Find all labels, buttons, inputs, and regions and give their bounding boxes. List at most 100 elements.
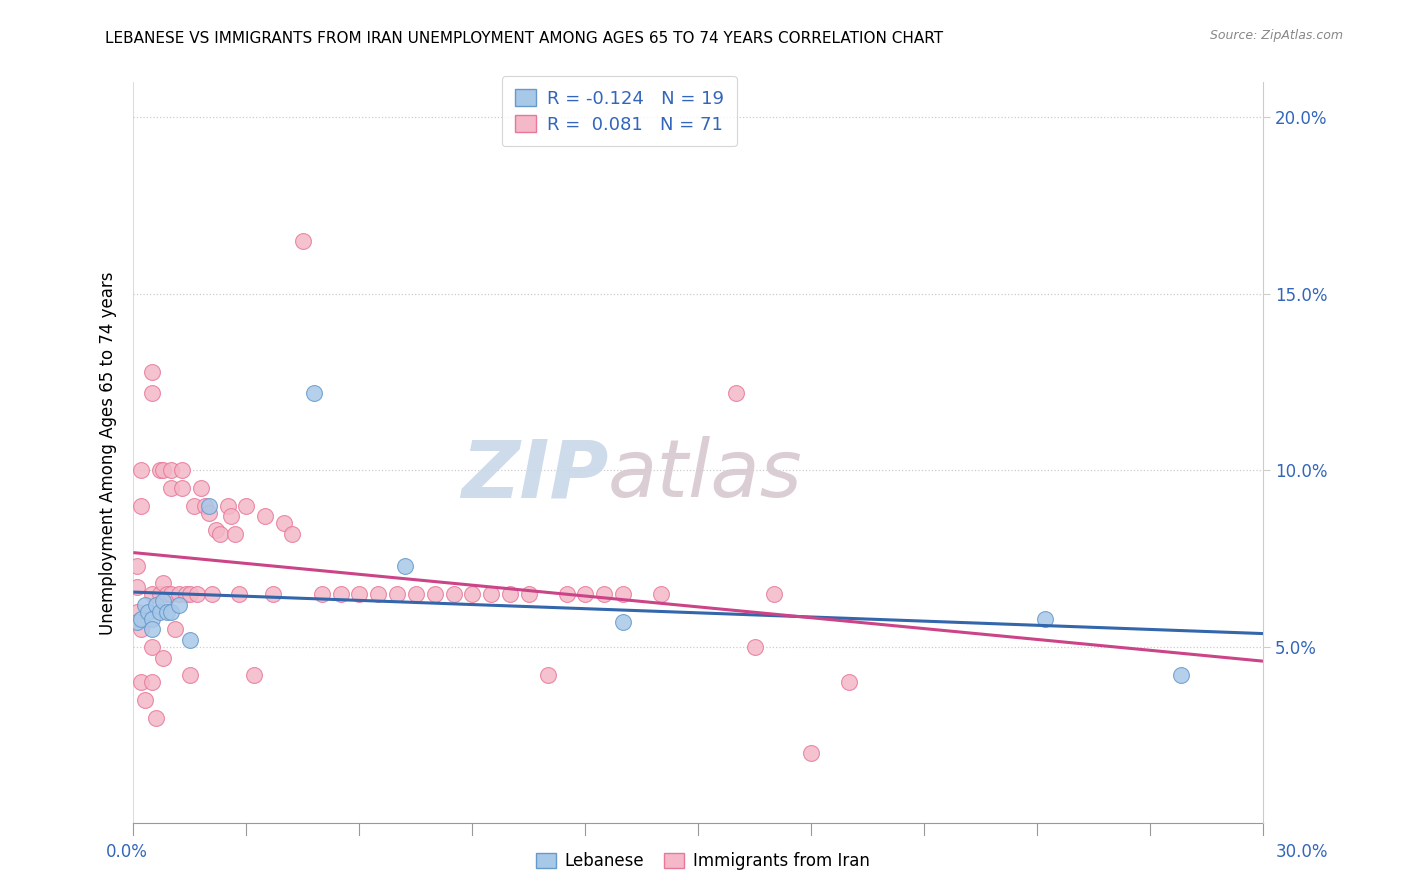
Point xyxy=(179,587,201,601)
Point xyxy=(129,623,152,637)
Point xyxy=(129,675,152,690)
Point xyxy=(612,587,634,601)
Point xyxy=(167,598,190,612)
Point xyxy=(183,499,205,513)
Point xyxy=(152,576,174,591)
Point xyxy=(443,587,465,601)
Point xyxy=(127,558,149,573)
Point xyxy=(650,587,672,601)
Point xyxy=(235,499,257,513)
Point xyxy=(141,675,163,690)
Point xyxy=(367,587,389,601)
Point xyxy=(517,587,540,601)
Point xyxy=(208,527,231,541)
Point xyxy=(129,612,152,626)
Point xyxy=(172,481,194,495)
Text: Source: ZipAtlas.com: Source: ZipAtlas.com xyxy=(1209,29,1343,42)
Point xyxy=(149,605,172,619)
Point xyxy=(205,524,228,538)
Point xyxy=(160,463,183,477)
Point xyxy=(127,615,149,630)
Point xyxy=(349,587,371,601)
Point xyxy=(160,587,183,601)
Point xyxy=(179,668,201,682)
Point xyxy=(280,527,302,541)
Point xyxy=(141,612,163,626)
Point xyxy=(461,587,484,601)
Point xyxy=(224,527,246,541)
Point xyxy=(1033,612,1056,626)
Point xyxy=(262,587,284,601)
Point xyxy=(405,587,427,601)
Point xyxy=(762,587,785,601)
Point xyxy=(186,587,208,601)
Point xyxy=(149,587,172,601)
Text: 30.0%: 30.0% xyxy=(1277,843,1329,861)
Point xyxy=(141,365,163,379)
Point xyxy=(1170,668,1192,682)
Point xyxy=(127,580,149,594)
Point xyxy=(134,693,156,707)
Point xyxy=(138,605,160,619)
Point xyxy=(228,587,250,601)
Point xyxy=(129,463,152,477)
Point xyxy=(329,587,352,601)
Legend: Lebanese, Immigrants from Iran: Lebanese, Immigrants from Iran xyxy=(530,846,876,877)
Point xyxy=(152,650,174,665)
Point xyxy=(744,640,766,654)
Point xyxy=(134,598,156,612)
Point xyxy=(385,587,408,601)
Point xyxy=(156,605,179,619)
Point xyxy=(190,481,212,495)
Point xyxy=(574,587,596,601)
Point xyxy=(145,710,167,724)
Point xyxy=(243,668,266,682)
Point xyxy=(194,499,217,513)
Point xyxy=(612,615,634,630)
Point xyxy=(254,509,277,524)
Text: ZIP: ZIP xyxy=(461,436,607,514)
Point xyxy=(127,605,149,619)
Point xyxy=(156,587,179,601)
Point xyxy=(152,594,174,608)
Point xyxy=(219,509,242,524)
Point xyxy=(217,499,239,513)
Point xyxy=(479,587,502,601)
Point xyxy=(163,623,186,637)
Point xyxy=(273,516,295,531)
Point xyxy=(141,385,163,400)
Point xyxy=(499,587,522,601)
Legend: R = -0.124   N = 19, R =  0.081   N = 71: R = -0.124 N = 19, R = 0.081 N = 71 xyxy=(502,77,737,146)
Point xyxy=(149,463,172,477)
Point xyxy=(141,640,163,654)
Point xyxy=(394,558,416,573)
Point xyxy=(179,632,201,647)
Point xyxy=(593,587,616,601)
Point xyxy=(291,234,314,248)
Text: atlas: atlas xyxy=(607,436,803,514)
Point xyxy=(555,587,578,601)
Point xyxy=(145,598,167,612)
Point xyxy=(129,499,152,513)
Y-axis label: Unemployment Among Ages 65 to 74 years: Unemployment Among Ages 65 to 74 years xyxy=(100,271,117,634)
Point xyxy=(172,463,194,477)
Point xyxy=(197,506,219,520)
Point xyxy=(160,481,183,495)
Point xyxy=(152,463,174,477)
Text: LEBANESE VS IMMIGRANTS FROM IRAN UNEMPLOYMENT AMONG AGES 65 TO 74 YEARS CORRELAT: LEBANESE VS IMMIGRANTS FROM IRAN UNEMPLO… xyxy=(105,31,943,46)
Point xyxy=(197,499,219,513)
Point xyxy=(201,587,224,601)
Point xyxy=(838,675,860,690)
Point xyxy=(160,605,183,619)
Point xyxy=(174,587,197,601)
Point xyxy=(311,587,333,601)
Point xyxy=(537,668,560,682)
Point xyxy=(141,587,163,601)
Point xyxy=(423,587,446,601)
Point xyxy=(141,623,163,637)
Point xyxy=(725,385,748,400)
Point xyxy=(167,587,190,601)
Point xyxy=(800,746,823,760)
Point xyxy=(302,385,325,400)
Text: 0.0%: 0.0% xyxy=(105,843,148,861)
